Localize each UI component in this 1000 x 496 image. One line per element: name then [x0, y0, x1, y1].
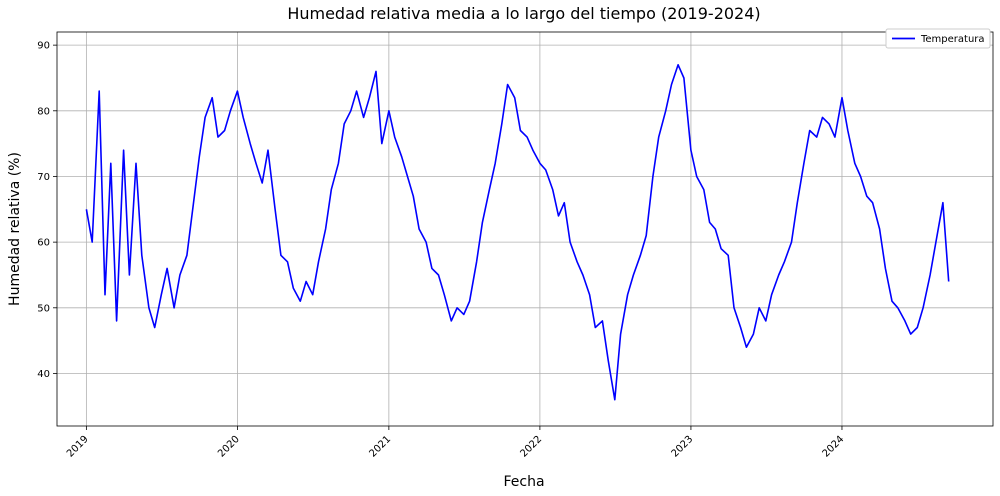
- y-tick-label: 40: [37, 369, 50, 380]
- y-tick-label: 50: [37, 303, 50, 314]
- y-axis-ticks: 40 50 60 70 80 90: [37, 41, 57, 380]
- series-layer: [85, 64, 950, 401]
- chart-title: Humedad relativa media a lo largo del ti…: [287, 4, 760, 23]
- plot-frame: [56, 31, 994, 427]
- y-tick-label: 60: [37, 238, 50, 249]
- legend-label: Temperatura: [920, 34, 985, 45]
- y-tick-label: 80: [37, 106, 50, 117]
- legend: Temperatura: [885, 28, 991, 49]
- legend-box: [885, 28, 991, 49]
- series-line-temperatura: [85, 64, 950, 401]
- x-axis-label: Fecha: [503, 474, 544, 490]
- y-tick-label: 90: [37, 41, 50, 52]
- y-tick-label: 70: [37, 172, 50, 183]
- y-axis-label: Humedad relativa (%): [7, 152, 23, 306]
